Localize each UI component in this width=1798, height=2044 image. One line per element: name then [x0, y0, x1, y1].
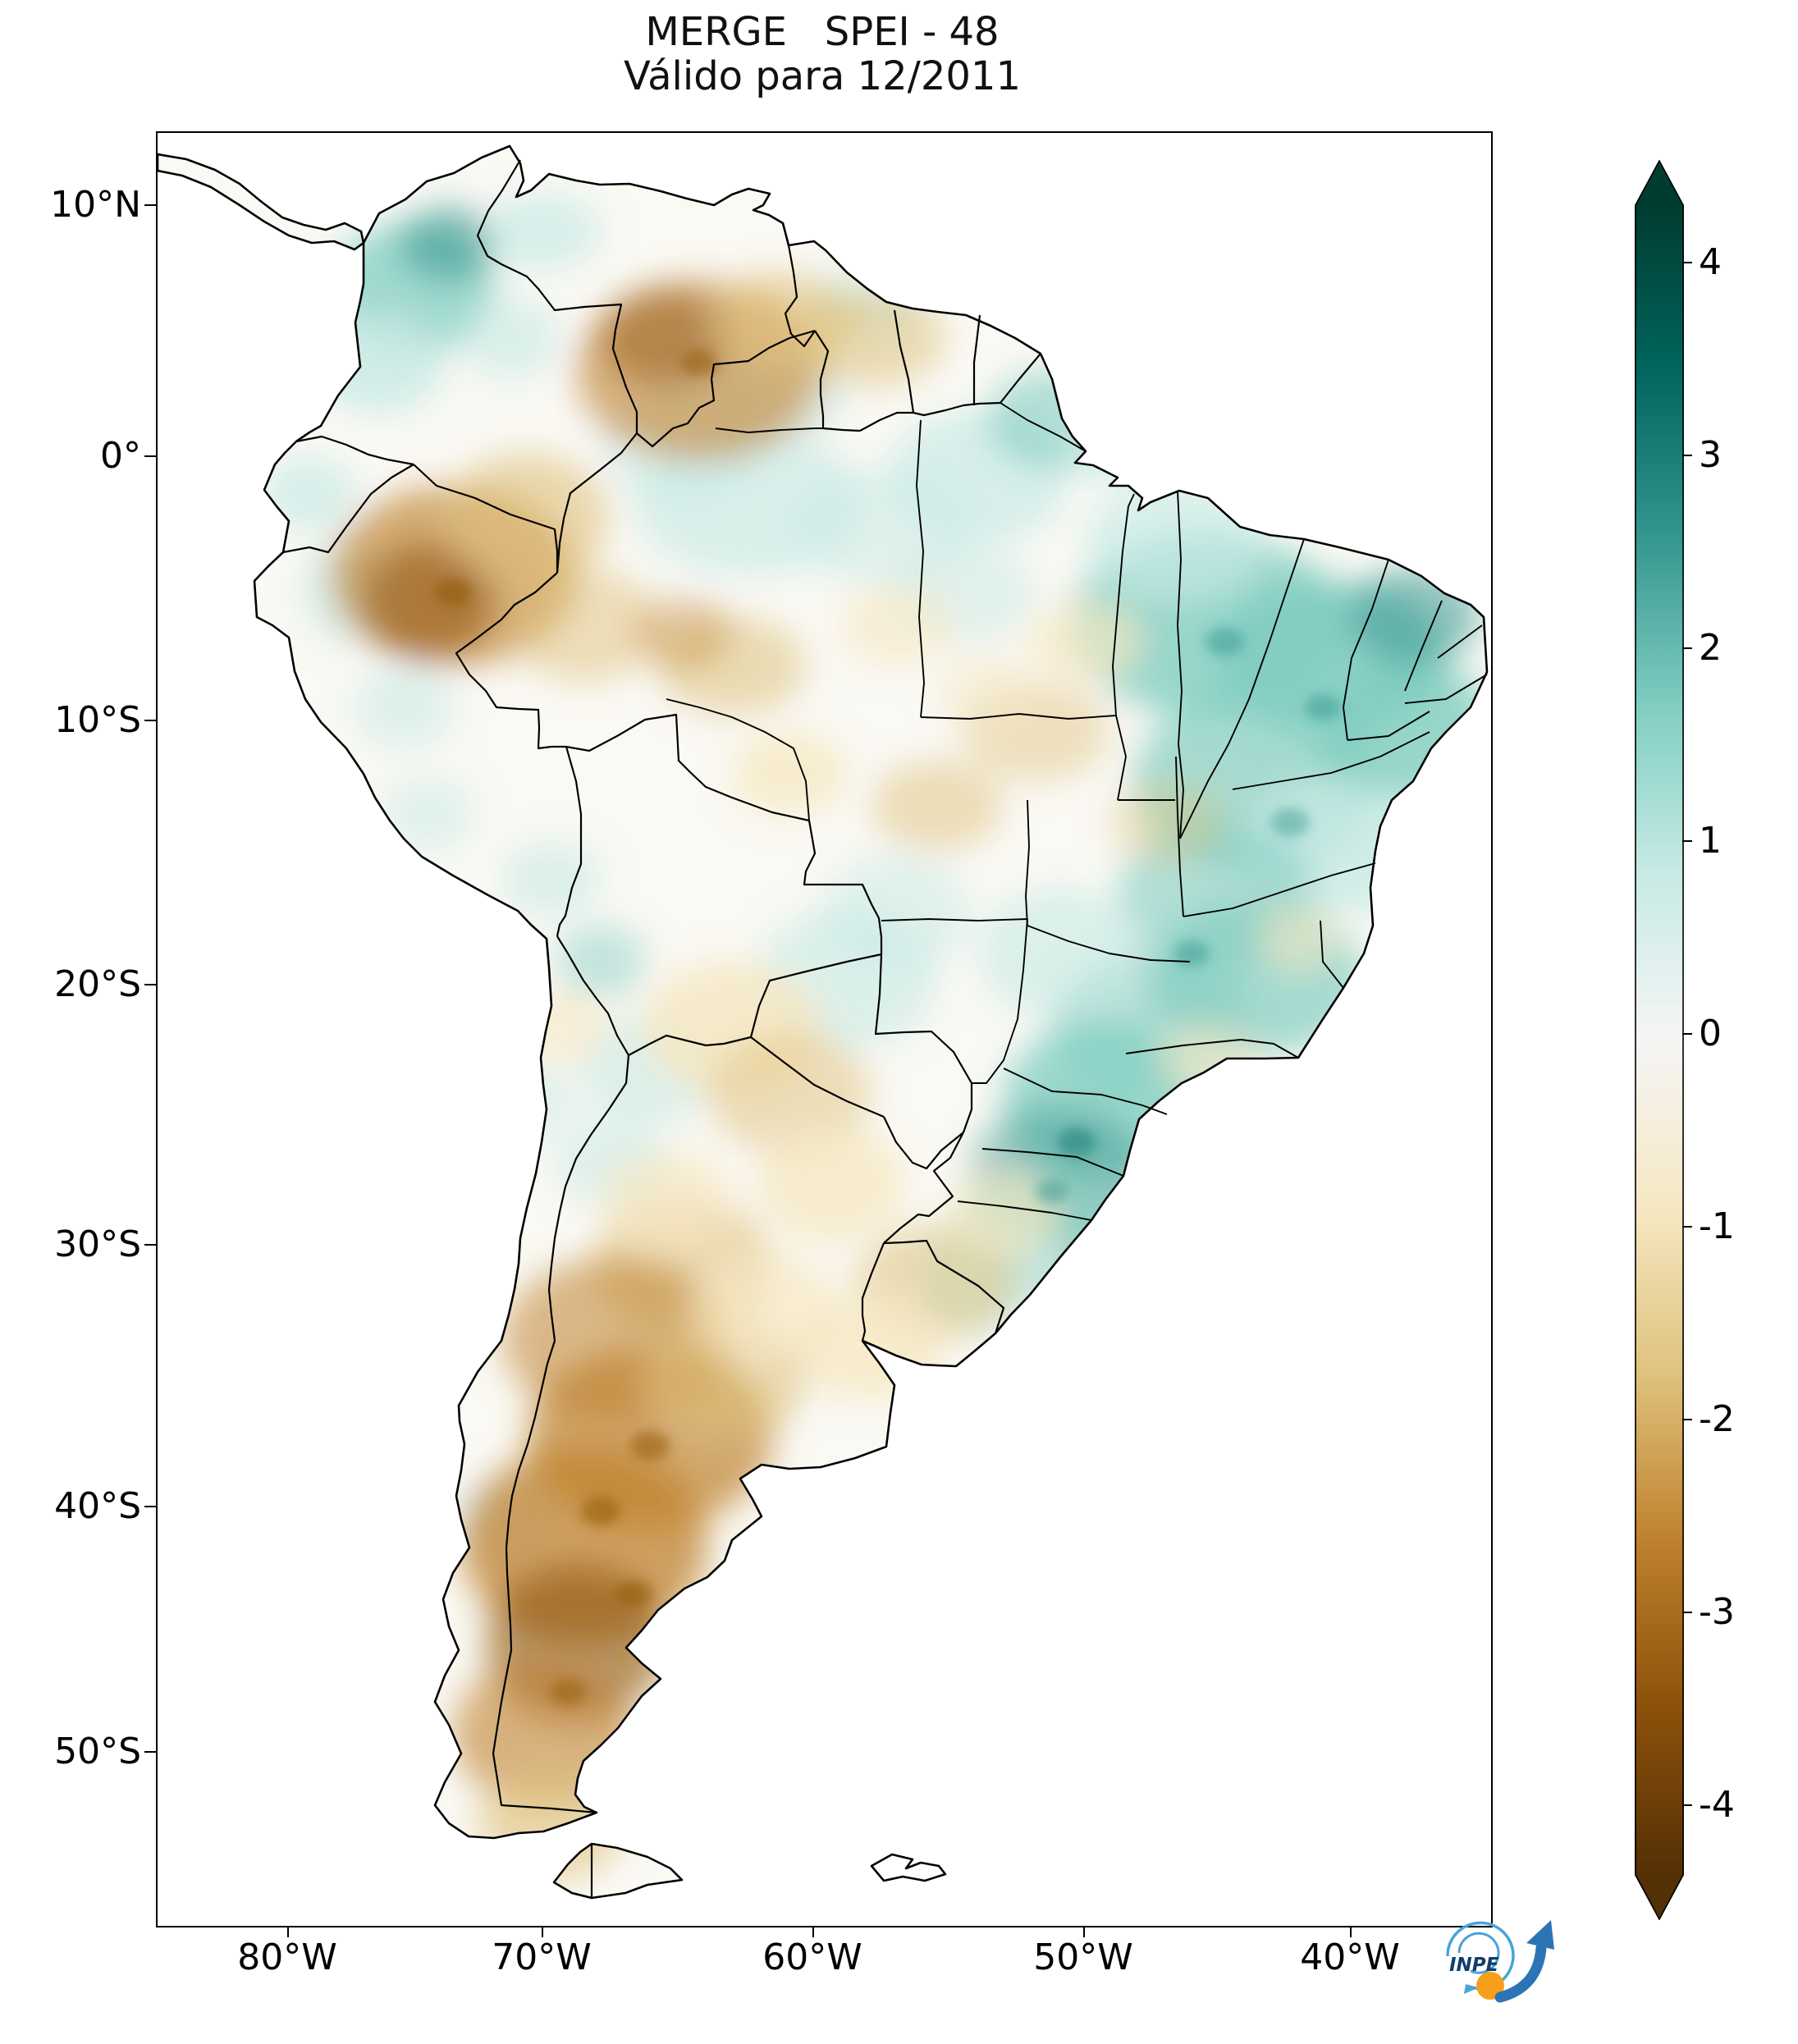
lat-tickmark	[144, 720, 156, 721]
lon-tick-70w: 70°W	[492, 1937, 592, 1978]
lat-tick-30s: 30°S	[54, 1223, 141, 1265]
state-borders	[666, 402, 1488, 1221]
cbar-tickmark	[1682, 262, 1692, 263]
cbar-tickmark	[1682, 1226, 1692, 1228]
plot-subtitle: Válido para 12/2011	[624, 53, 1021, 99]
lon-tickmark	[1350, 1926, 1352, 1937]
logo-inpe-text: INPE	[1449, 1955, 1499, 1976]
cbar-tickmark	[1682, 1033, 1692, 1035]
cbar-tick-2: 2	[1699, 627, 1722, 669]
country-borders	[282, 159, 1041, 1898]
cbar-tickmark	[1682, 840, 1692, 842]
colorbar-gradient	[1635, 205, 1684, 1875]
colorbar-extend-max	[1635, 160, 1684, 205]
cbar-tick-1: 1	[1699, 820, 1722, 862]
lon-tickmark	[1083, 1926, 1085, 1937]
cbar-tick-m4: -4	[1699, 1784, 1735, 1826]
lat-tickmark	[144, 455, 156, 457]
lat-tickmark	[144, 1506, 156, 1507]
cbar-tick-m2: -2	[1699, 1398, 1735, 1440]
coastline	[158, 144, 1489, 1900]
lon-tickmark	[287, 1926, 289, 1937]
cbar-tickmark	[1682, 1419, 1692, 1420]
spei-raster	[264, 194, 1487, 1881]
colorbar-outline	[1635, 160, 1684, 1920]
lat-tickmark	[144, 204, 156, 206]
lat-tickmark	[144, 1244, 156, 1246]
logo-arrow-icon	[1494, 1920, 1554, 2003]
lon-tickmark	[542, 1926, 543, 1937]
map-axes: INPE	[156, 131, 1554, 2003]
colorbar	[1635, 160, 1684, 1920]
lon-tickmark	[812, 1926, 814, 1937]
cbar-tick-m1: -1	[1699, 1205, 1735, 1247]
cbar-tickmark	[1682, 1612, 1692, 1613]
lat-tickmark	[144, 984, 156, 985]
cbar-tickmark	[1682, 455, 1692, 456]
lon-tick-80w: 80°W	[237, 1937, 337, 1978]
lon-tick-40w: 40°W	[1300, 1937, 1400, 1978]
cbar-tickmark	[1682, 1804, 1692, 1806]
cbar-tick-3: 3	[1699, 434, 1722, 476]
lat-tick-40s: 40°S	[54, 1485, 141, 1527]
cbar-tickmark	[1682, 647, 1692, 649]
lat-tick-10n: 10°N	[50, 184, 141, 226]
cbar-tick-0: 0	[1699, 1013, 1722, 1054]
lon-tick-50w: 50°W	[1033, 1937, 1133, 1978]
colorbar-extend-min	[1635, 1875, 1684, 1920]
inpe-logo: INPE	[1446, 1920, 1554, 2003]
lat-tick-10s: 10°S	[54, 699, 141, 741]
cbar-tick-4: 4	[1699, 241, 1722, 283]
lat-tickmark	[144, 1751, 156, 1753]
lat-tick-50s: 50°S	[54, 1731, 141, 1772]
logo-orange-dot	[1476, 1972, 1504, 2000]
lat-tick-0: 0°	[100, 435, 141, 477]
plot-title: MERGE SPEI - 48	[645, 9, 1000, 55]
lon-tick-60w: 60°W	[762, 1937, 862, 1978]
raster-speckle	[433, 350, 1341, 1705]
cbar-tick-m3: -3	[1699, 1591, 1735, 1633]
map-canvas	[158, 144, 1489, 1900]
lat-tick-20s: 20°S	[54, 963, 141, 1005]
